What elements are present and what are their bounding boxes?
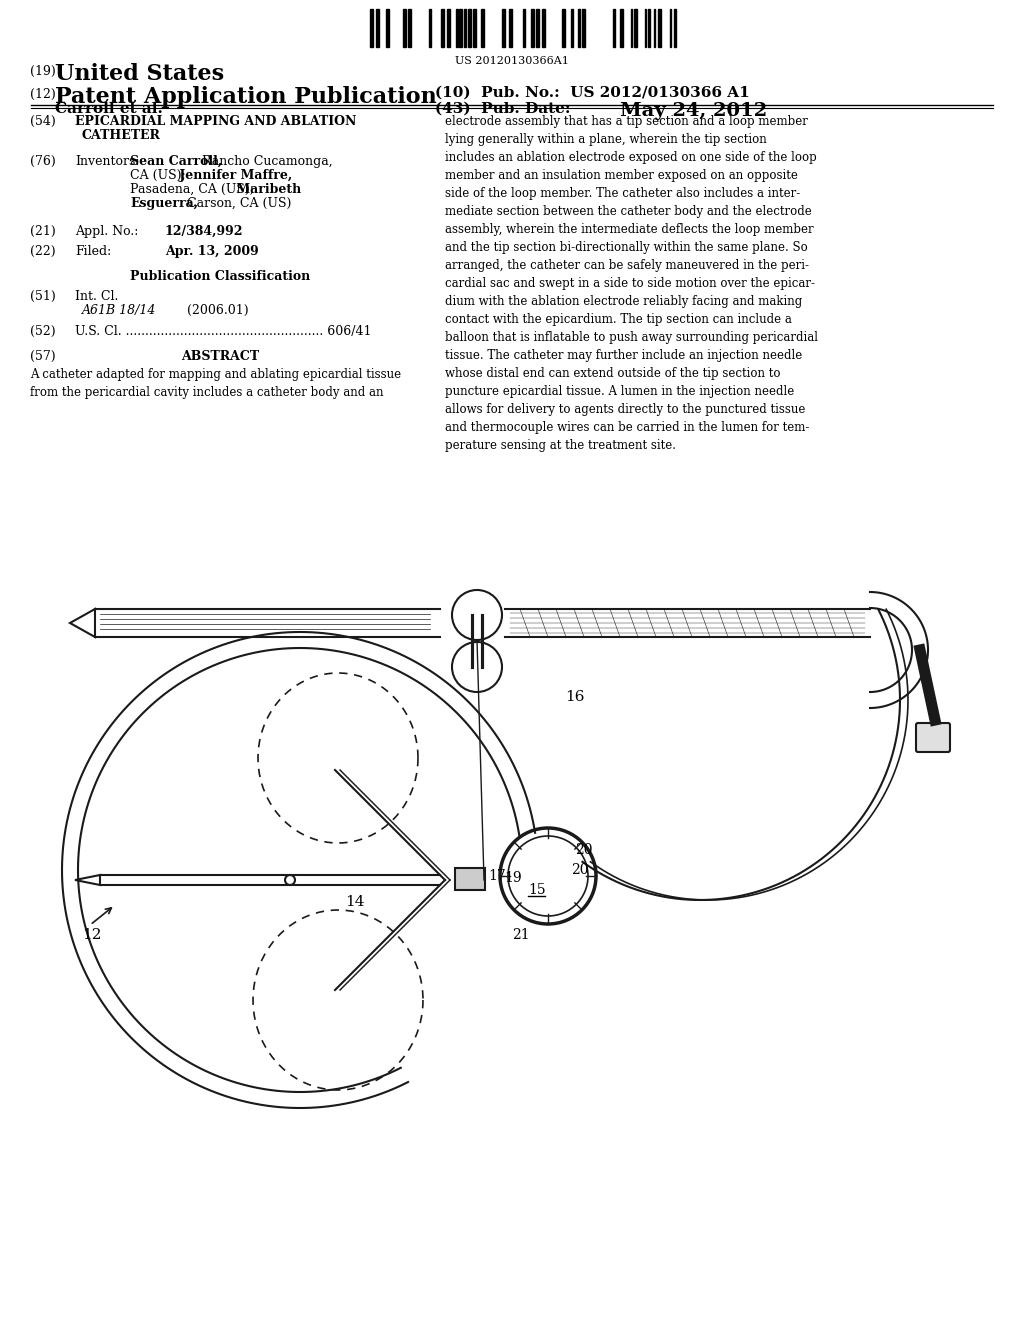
Bar [523, 9, 525, 48]
Bar [542, 9, 545, 48]
Text: Patent Application Publication: Patent Application Publication [55, 86, 437, 108]
Bar [481, 9, 484, 48]
Bar [376, 9, 379, 48]
Bar [473, 9, 476, 48]
Text: (76): (76) [30, 154, 55, 168]
Text: U.S. Cl. ................................................... 606/41: U.S. Cl. ...............................… [75, 325, 372, 338]
Bar [571, 9, 573, 48]
Bar [674, 9, 676, 48]
Bar [502, 9, 505, 48]
Bar [408, 9, 411, 48]
Bar [468, 9, 471, 48]
Text: A61B 18/14: A61B 18/14 [82, 304, 157, 317]
Bar [578, 9, 580, 48]
Bar [456, 9, 458, 48]
Bar [658, 9, 662, 48]
Text: ABSTRACT: ABSTRACT [181, 350, 259, 363]
Bar [386, 9, 389, 48]
Bar [531, 9, 534, 48]
Text: electrode assembly that has a tip section and a loop member
lying generally with: electrode assembly that has a tip sectio… [445, 115, 818, 451]
Bar [634, 9, 637, 48]
Bar [509, 9, 512, 48]
Bar [459, 9, 462, 48]
Text: Carroll et al.: Carroll et al. [55, 102, 163, 116]
Text: (12): (12) [30, 88, 55, 102]
Text: (2006.01): (2006.01) [155, 304, 249, 317]
Text: United States: United States [55, 63, 224, 84]
Text: Maribeth: Maribeth [232, 183, 301, 195]
Text: CATHETER: CATHETER [82, 129, 161, 143]
Text: Esguerra,: Esguerra, [130, 197, 198, 210]
Bar [536, 9, 539, 48]
Text: 14: 14 [345, 895, 365, 909]
Text: (10)  Pub. No.:  US 2012/0130366 A1: (10) Pub. No.: US 2012/0130366 A1 [435, 86, 750, 100]
Text: (54): (54) [30, 115, 55, 128]
Text: 20: 20 [575, 843, 593, 857]
Text: (51): (51) [30, 290, 55, 304]
Text: Appl. No.:: Appl. No.: [75, 224, 138, 238]
Text: CA (US);: CA (US); [130, 169, 185, 182]
Text: Rancho Cucamonga,: Rancho Cucamonga, [198, 154, 333, 168]
Bar [562, 9, 565, 48]
Text: (52): (52) [30, 325, 55, 338]
Bar [447, 9, 450, 48]
Bar [429, 9, 431, 48]
Text: 12: 12 [82, 928, 101, 942]
Text: 15: 15 [528, 883, 546, 898]
Text: Publication Classification: Publication Classification [130, 271, 310, 282]
Text: (21): (21) [30, 224, 55, 238]
Text: 16: 16 [565, 690, 585, 704]
Bar [613, 9, 615, 48]
Text: (43)  Pub. Date:: (43) Pub. Date: [435, 102, 570, 116]
Text: 21: 21 [512, 928, 529, 942]
Text: Inventors:: Inventors: [75, 154, 139, 168]
Bar [620, 9, 623, 48]
Text: Sean Carroll,: Sean Carroll, [130, 154, 222, 168]
Bar [464, 9, 466, 48]
Text: (57): (57) [30, 350, 55, 363]
Text: (19): (19) [30, 65, 55, 78]
Text: A catheter adapted for mapping and ablating epicardial tissue
from the pericardi: A catheter adapted for mapping and ablat… [30, 368, 401, 399]
Text: Carson, CA (US): Carson, CA (US) [183, 197, 292, 210]
Bar [441, 9, 444, 48]
Bar [582, 9, 585, 48]
Text: May 24, 2012: May 24, 2012 [620, 102, 767, 120]
Bar [648, 9, 650, 48]
Text: 20: 20 [571, 863, 589, 876]
Text: Apr. 13, 2009: Apr. 13, 2009 [165, 246, 259, 257]
Text: 12/384,992: 12/384,992 [165, 224, 244, 238]
Text: (22): (22) [30, 246, 55, 257]
Text: 19: 19 [504, 871, 521, 884]
FancyBboxPatch shape [916, 723, 950, 752]
Text: 17: 17 [488, 869, 506, 883]
Text: Int. Cl.: Int. Cl. [75, 290, 119, 304]
Bar [370, 9, 373, 48]
Text: EPICARDIAL MAPPING AND ABLATION: EPICARDIAL MAPPING AND ABLATION [75, 115, 356, 128]
Text: US 20120130366A1: US 20120130366A1 [455, 55, 569, 66]
FancyBboxPatch shape [455, 869, 485, 890]
Text: Pasadena, CA (US);: Pasadena, CA (US); [130, 183, 254, 195]
Bar [403, 9, 406, 48]
Text: Jennifer Maffre,: Jennifer Maffre, [175, 169, 292, 182]
Text: Filed:: Filed: [75, 246, 112, 257]
